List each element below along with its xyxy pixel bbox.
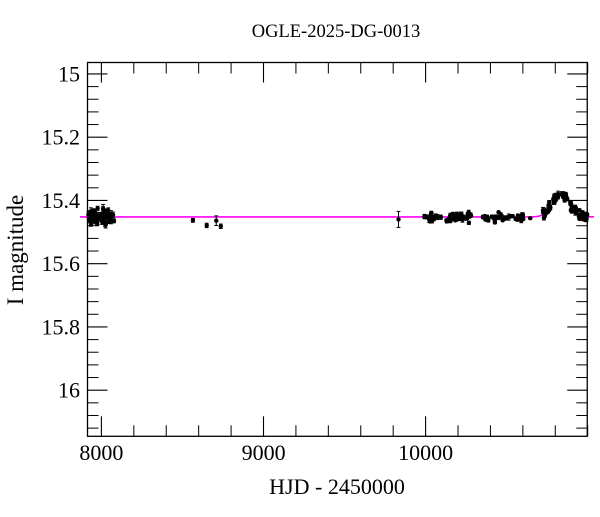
svg-text:16: 16 bbox=[58, 378, 80, 403]
svg-text:10000: 10000 bbox=[398, 440, 453, 465]
svg-text:HJD - 2450000: HJD - 2450000 bbox=[269, 474, 405, 499]
svg-text:15: 15 bbox=[58, 61, 80, 86]
svg-text:15.2: 15.2 bbox=[42, 125, 81, 150]
svg-text:I magnitude: I magnitude bbox=[3, 195, 28, 306]
svg-text:8000: 8000 bbox=[79, 440, 123, 465]
svg-text:15.8: 15.8 bbox=[42, 314, 81, 339]
svg-text:OGLE-2025-DG-0013: OGLE-2025-DG-0013 bbox=[252, 22, 421, 42]
svg-text:15.4: 15.4 bbox=[42, 188, 81, 213]
svg-text:15.6: 15.6 bbox=[42, 251, 81, 276]
svg-text:9000: 9000 bbox=[242, 440, 286, 465]
